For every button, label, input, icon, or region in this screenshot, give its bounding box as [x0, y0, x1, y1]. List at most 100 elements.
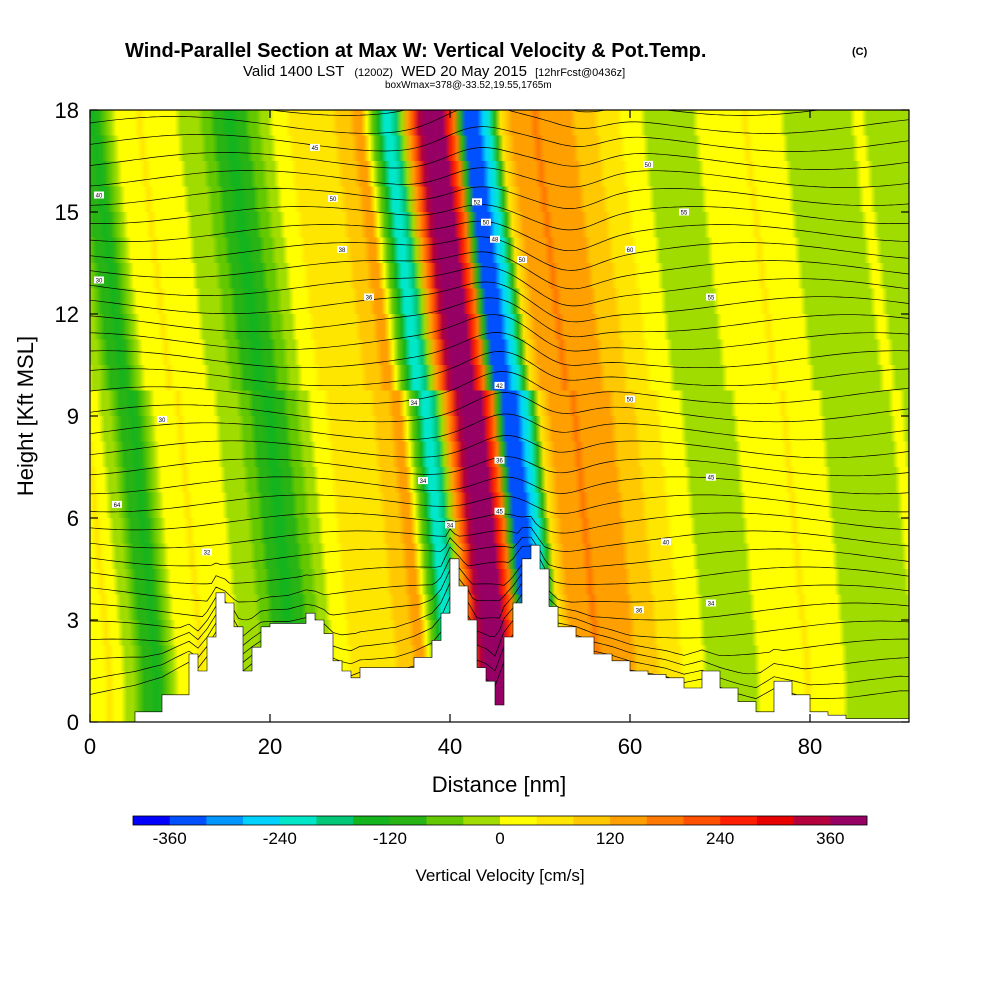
theta-contour-label: 34	[706, 599, 716, 608]
contour-label-bg	[494, 381, 505, 389]
theta-contour-label: 42	[494, 381, 505, 390]
contour-label-text: 50	[627, 398, 634, 404]
colorbar-swatch	[426, 816, 464, 825]
colorbar-tick-label: -240	[263, 829, 297, 848]
contour-label-text: 48	[492, 238, 499, 244]
contour-label-text: 50	[645, 163, 652, 169]
theta-contour-label: 45	[494, 507, 505, 516]
theta-contour-label: 48	[490, 235, 500, 244]
theta-contour-label: 40	[94, 191, 104, 200]
contour-label-text: 45	[496, 510, 503, 516]
x-axis-label: Distance [nm]	[432, 772, 567, 797]
contour-label-bg	[706, 293, 716, 301]
velocity-band	[90, 339, 909, 366]
box-wmax-info: boxWmax=378@-33.52,19.55,1765m	[385, 80, 552, 91]
theta-contour-label: 36	[364, 293, 374, 302]
y-tick-label: 9	[67, 404, 79, 429]
contour-label-text: 50	[483, 221, 490, 227]
theta-contour	[90, 204, 909, 231]
contour-label-bg	[94, 191, 104, 199]
subtitle-utc: (1200Z)	[354, 67, 393, 79]
subtitle-valid: Valid 1400 LST	[243, 63, 344, 80]
contour-label-bg	[472, 198, 482, 206]
theta-contour-label: 55	[679, 208, 689, 217]
velocity-band	[90, 645, 909, 672]
copyright-mark: (C)	[852, 46, 868, 58]
contour-label-bg	[490, 235, 500, 243]
plot-area: 40 30 45 50 38 36 34 34 34 32 30 64 52 50 48 50 42 36 45 50…	[90, 110, 909, 722]
contour-label-bg	[94, 276, 104, 284]
theta-contour-label: 50	[481, 218, 491, 227]
contour-label-text: 52	[474, 200, 481, 206]
contour-label-text: 38	[339, 248, 346, 254]
colorbar-swatch	[793, 816, 831, 825]
contour-label-bg	[445, 521, 455, 529]
contour-label-bg	[625, 245, 635, 253]
theta-contour	[90, 545, 909, 585]
theta-contour-label: 60	[625, 245, 635, 254]
theta-contour	[90, 314, 909, 352]
colorbar-frame	[132, 815, 868, 826]
velocity-band	[90, 110, 909, 137]
colorbar-swatch	[279, 816, 317, 825]
theta-contour	[90, 557, 909, 603]
contour-label-bg	[494, 456, 505, 464]
contour-label-text: 60	[627, 248, 634, 254]
theta-contour-label: 50	[328, 194, 338, 203]
contour-label-text: 45	[312, 146, 319, 152]
theta-contour-label: 34	[445, 521, 455, 529]
theta-contour	[90, 167, 909, 188]
velocity-band	[90, 161, 909, 188]
x-tick-label: 20	[258, 734, 282, 759]
theta-contour	[90, 527, 909, 552]
velocity-band	[90, 212, 909, 239]
colorbar-swatch	[610, 816, 648, 825]
y-tick-label: 18	[55, 98, 79, 123]
contour-label-bg	[337, 245, 347, 253]
theta-contour	[90, 392, 909, 423]
theta-contour	[90, 413, 909, 441]
theta-contour	[90, 371, 909, 405]
colorbar-swatch	[133, 816, 170, 825]
velocity-band	[90, 390, 909, 417]
theta-contour-label: 40	[661, 538, 671, 546]
theta-contour-label: 38	[337, 245, 347, 254]
theta-contour	[268, 110, 822, 116]
theta-contour	[90, 332, 909, 369]
subtitle-date: WED 20 May 2015	[401, 63, 527, 80]
theta-contour-label: 36	[494, 456, 505, 465]
theta-contour-label: 55	[706, 293, 716, 302]
colorbar-tick-label: 0	[495, 829, 504, 848]
x-tick-label: 0	[84, 734, 96, 759]
subtitle-forecast: [12hrFcst@0436z]	[535, 67, 625, 79]
contour-label-text: 55	[681, 211, 688, 217]
colorbar-swatch	[720, 816, 758, 825]
velocity-band	[90, 263, 909, 290]
colorbar-tick-label: 240	[706, 829, 734, 848]
velocity-band	[90, 314, 909, 341]
theta-contour	[90, 220, 909, 252]
x-tick-label: 40	[438, 734, 462, 759]
colorbar-tick-label: 120	[596, 829, 624, 848]
colorbar-swatch	[830, 816, 868, 825]
velocity-band	[90, 416, 909, 443]
theta-contour-label: 52	[472, 198, 482, 206]
contour-label-text: 50	[519, 258, 526, 264]
velocity-band	[90, 135, 909, 162]
contour-label-text: 36	[496, 459, 503, 465]
contour-label-bg	[157, 415, 167, 423]
contour-label-text: 36	[366, 296, 373, 302]
contour-label-text: 64	[114, 503, 121, 509]
theta-contour-label: 30	[157, 415, 167, 424]
theta-contour	[90, 476, 909, 495]
colorbar-swatch	[683, 816, 721, 825]
y-axis-label: Height [Kft MSL]	[13, 336, 38, 496]
colorbar-tick-label: -120	[373, 829, 407, 848]
theta-contour-label: 36	[634, 606, 644, 614]
theta-contour	[90, 494, 909, 515]
colorbar-swatch	[316, 816, 354, 825]
chart-title: Wind-Parallel Section at Max W: Vertical…	[125, 40, 706, 62]
contour-label-bg	[517, 256, 527, 264]
colorbar-swatch	[206, 816, 244, 825]
